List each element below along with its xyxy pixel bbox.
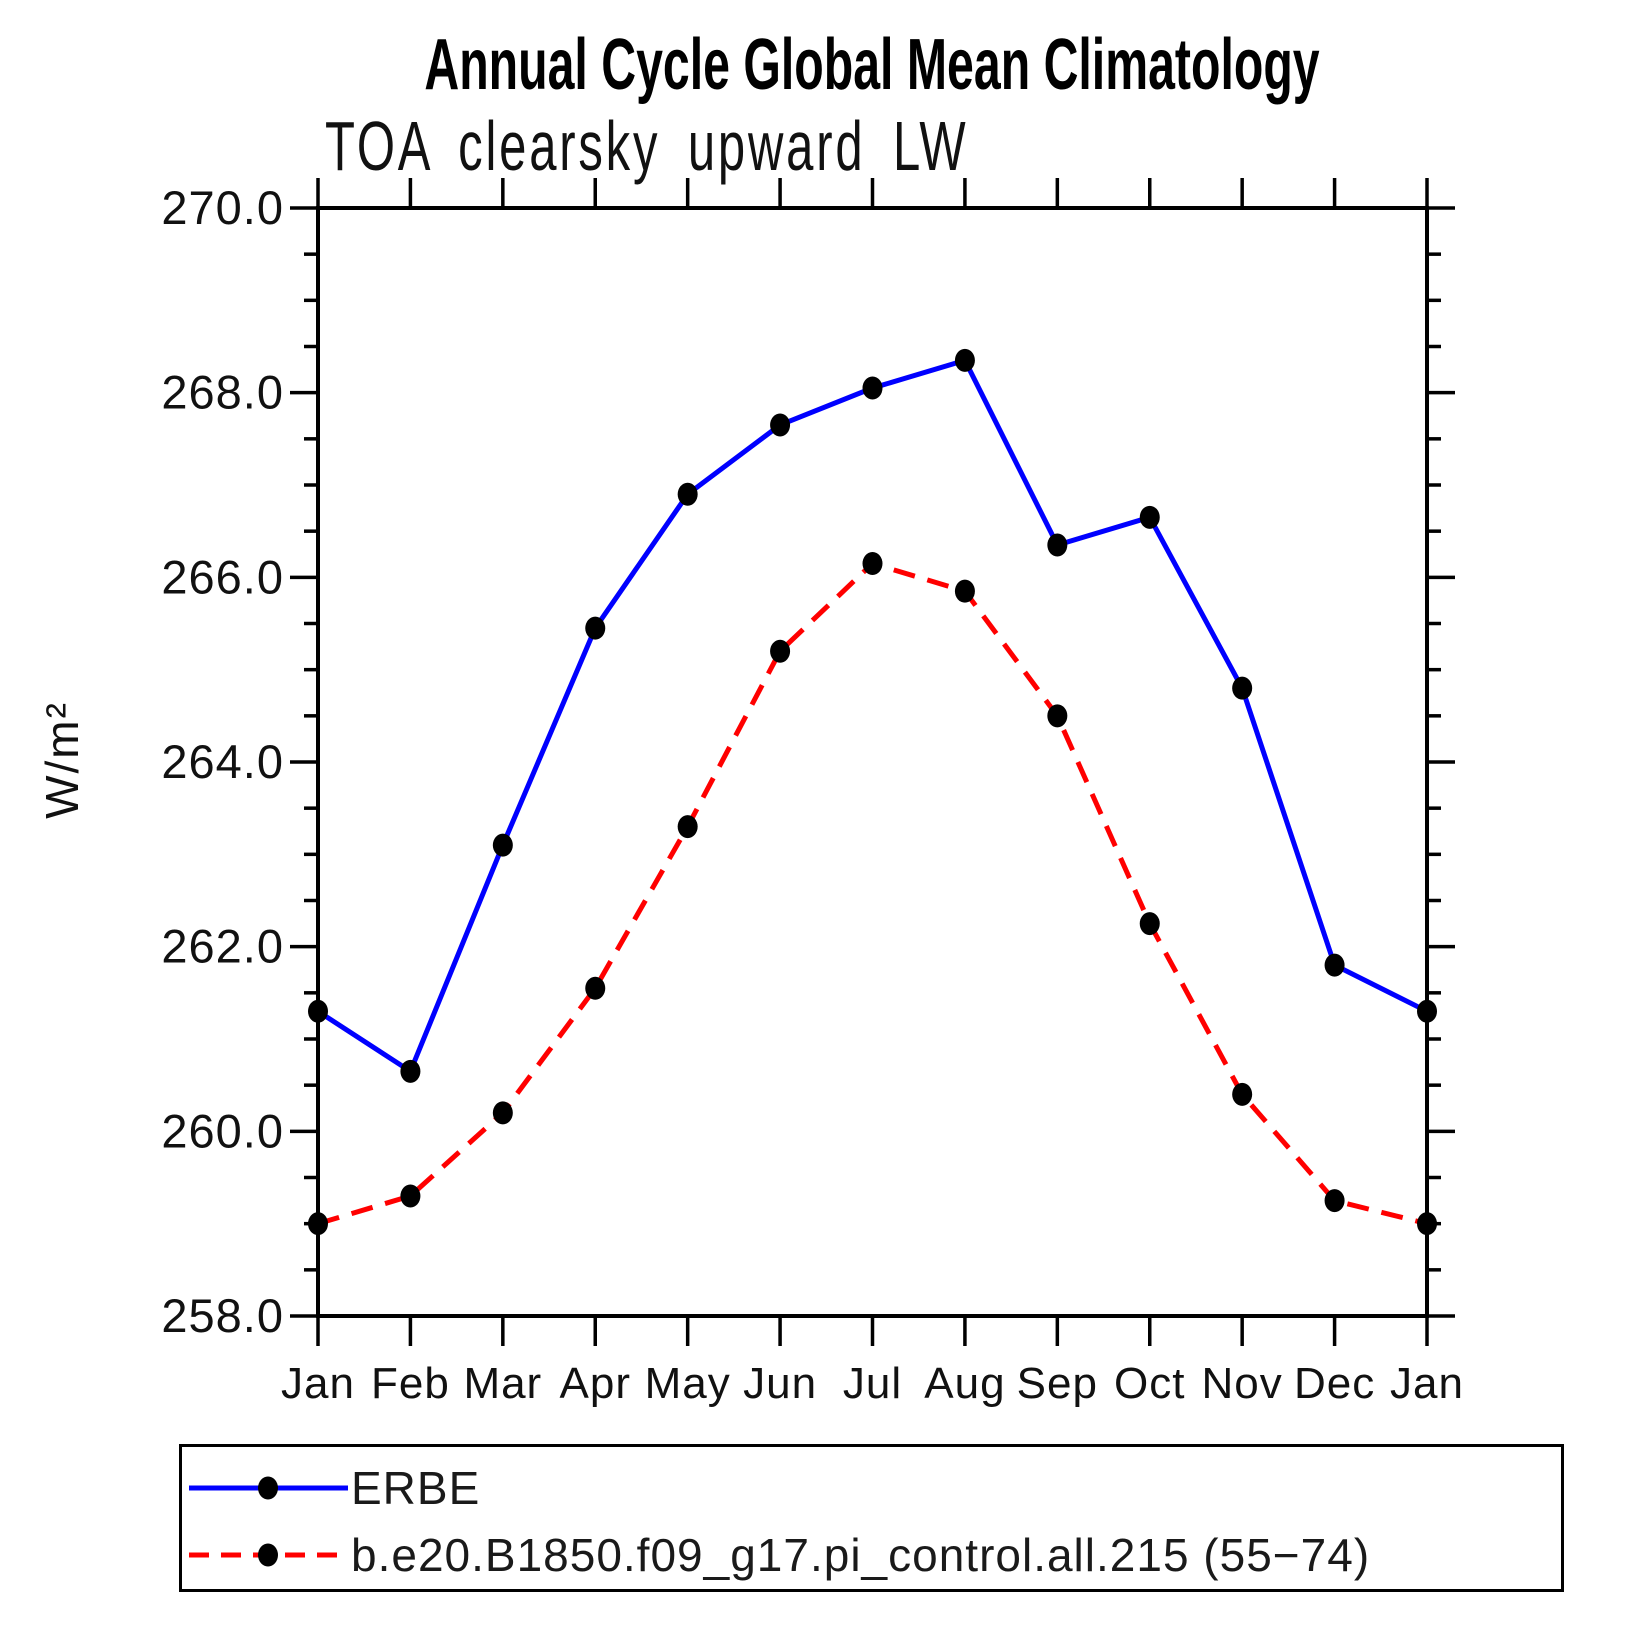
legend-item-erbe: ERBE (189, 1462, 480, 1514)
x-tick-label: Jun (743, 1359, 817, 1408)
chart-subtitle: TOA clearsky upward LW (325, 107, 969, 185)
x-tick-label: Aug (924, 1359, 1005, 1408)
legend-marker-icon (258, 1476, 278, 1500)
data-point-marker (770, 413, 791, 437)
data-point-marker (1047, 704, 1068, 728)
data-point-marker (1417, 1212, 1437, 1236)
x-tick-label: Apr (560, 1359, 631, 1408)
data-point-marker (400, 1184, 421, 1208)
data-point-marker (1417, 999, 1437, 1023)
data-point-marker (1139, 912, 1160, 936)
chart-title: Annual Cycle Global Mean Climatology (424, 25, 1320, 105)
y-axis-title: W/m² (36, 701, 88, 819)
y-tick-label: 270.0 (161, 181, 284, 234)
legend: ERBE b.e20.B1850.f09_g17.pi_control.all.… (179, 1444, 1564, 1592)
data-point-marker (1139, 505, 1160, 529)
data-point-marker (770, 639, 791, 663)
data-point-marker (954, 579, 975, 603)
data-point-marker (585, 976, 606, 1000)
y-tick-label: 260.0 (161, 1104, 284, 1157)
plot-border (316, 206, 1429, 1318)
x-tick-label: Feb (371, 1359, 450, 1408)
data-point-marker (1324, 1189, 1345, 1213)
data-point-marker (1232, 676, 1253, 700)
legend-label-erbe: ERBE (351, 1462, 481, 1514)
x-tick-label: Nov (1202, 1359, 1283, 1408)
x-tick-label: Sep (1017, 1359, 1098, 1408)
data-point-marker (308, 999, 328, 1023)
data-point-marker (677, 815, 698, 839)
data-point-marker (1324, 953, 1345, 977)
data-point-marker (492, 833, 513, 857)
legend-key-dashed (189, 1543, 348, 1567)
y-tick-label: 262.0 (161, 920, 284, 973)
x-tick-label: May (645, 1359, 731, 1408)
y-tick-label: 266.0 (161, 550, 284, 603)
series-line-0 (316, 357, 1429, 1076)
data-point-marker (1232, 1082, 1253, 1106)
data-point-marker (677, 482, 698, 506)
y-tick-label: 264.0 (161, 735, 284, 788)
data-point-marker (400, 1059, 421, 1083)
data-point-marker (1047, 533, 1068, 557)
y-tick-label: 258.0 (161, 1289, 284, 1342)
y-tick-label: 268.0 (161, 366, 284, 419)
legend-item-model: b.e20.B1850.f09_g17.pi_control.all.215 (… (189, 1529, 1370, 1581)
x-tick-label: Jan (281, 1359, 355, 1408)
data-point-marker (585, 616, 606, 640)
data-point-marker (308, 1212, 328, 1236)
x-tick-label: Jan (1390, 1359, 1464, 1408)
x-tick-label: Jul (843, 1359, 902, 1408)
x-tick-label: Mar (463, 1359, 542, 1408)
x-tick-label: Dec (1294, 1359, 1375, 1408)
legend-label-model: b.e20.B1850.f09_g17.pi_control.all.215 (… (351, 1529, 1371, 1581)
legend-marker-icon (258, 1543, 278, 1567)
data-point-marker (862, 376, 883, 400)
x-tick-label: Oct (1114, 1359, 1185, 1408)
data-point-marker (492, 1101, 513, 1125)
data-point-marker (954, 348, 975, 372)
data-point-marker (862, 551, 883, 575)
legend-key-solid (189, 1476, 348, 1500)
